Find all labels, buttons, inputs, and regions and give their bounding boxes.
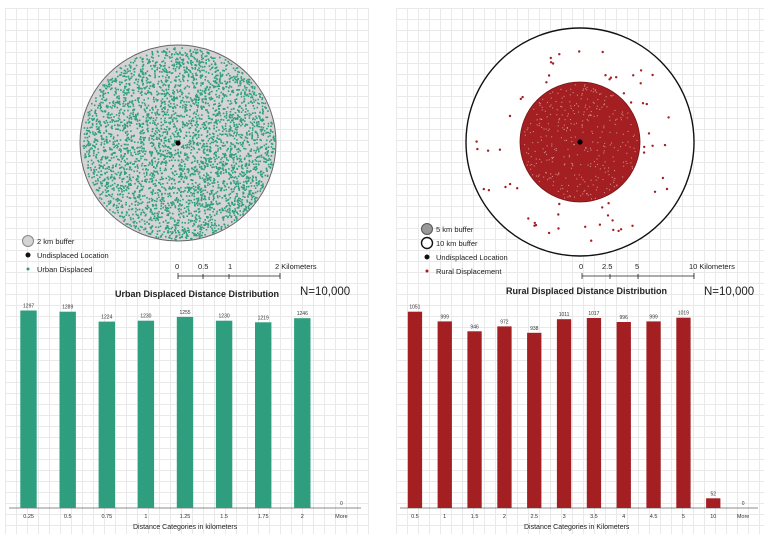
bar-value-label: 1224 bbox=[101, 315, 112, 321]
bar-value-label: 1297 bbox=[23, 304, 34, 310]
x-tick-label: 0.5 bbox=[411, 514, 419, 520]
bar bbox=[216, 321, 232, 508]
bar-value-label: 1051 bbox=[409, 305, 420, 311]
x-tick-label: 1 bbox=[144, 514, 147, 520]
bar-value-label: 52 bbox=[711, 491, 717, 497]
x-tick-label: 1.5 bbox=[471, 514, 479, 520]
bar-value-label: 1255 bbox=[179, 310, 190, 316]
bar bbox=[20, 311, 36, 509]
bar bbox=[646, 321, 660, 508]
x-tick-label: 2.5 bbox=[530, 514, 538, 520]
rural-bar-chart: 1051 0.5 999 1 946 1.5 972 2 938 2.5 1011 3 1017 3.5 9… bbox=[396, 8, 764, 534]
bar-value-label: 946 bbox=[470, 324, 479, 330]
x-tick-label: 1.5 bbox=[220, 514, 228, 520]
x-tick-label: More bbox=[737, 514, 750, 520]
bar-value-label: 1219 bbox=[258, 315, 269, 321]
bar-value-label: 1289 bbox=[62, 305, 73, 311]
x-tick-label: 0.75 bbox=[101, 514, 112, 520]
bar-value-label: 938 bbox=[530, 326, 539, 332]
x-tick-label: 1.25 bbox=[180, 514, 191, 520]
bar-value-label: 1246 bbox=[297, 311, 308, 317]
bar bbox=[467, 331, 481, 508]
bar-value-label: 0 bbox=[340, 501, 343, 507]
bar bbox=[255, 322, 271, 508]
x-tick-label: 3 bbox=[563, 514, 566, 520]
x-tick-label: 0.5 bbox=[64, 514, 72, 520]
bar bbox=[408, 312, 422, 508]
bar bbox=[438, 321, 452, 508]
bar bbox=[138, 321, 154, 508]
bar bbox=[99, 322, 115, 508]
bar bbox=[676, 318, 690, 508]
x-tick-label: 4.5 bbox=[650, 514, 658, 520]
bar-value-label: 1019 bbox=[678, 311, 689, 317]
bar-value-label: 972 bbox=[500, 319, 509, 325]
x-tick-label: More bbox=[335, 514, 348, 520]
bar bbox=[497, 326, 511, 508]
bar-value-label: 1011 bbox=[559, 312, 570, 318]
x-tick-label: 3.5 bbox=[590, 514, 598, 520]
bar bbox=[557, 319, 571, 508]
x-tick-label: 5 bbox=[682, 514, 685, 520]
urban-x-axis-label: Distance Categories in kilometers bbox=[133, 524, 237, 531]
bar-value-label: 996 bbox=[620, 315, 629, 321]
bar bbox=[706, 498, 720, 508]
x-tick-label: 0.25 bbox=[23, 514, 34, 520]
bar bbox=[617, 322, 631, 508]
x-tick-label: 10 bbox=[710, 514, 716, 520]
x-tick-label: 2 bbox=[503, 514, 506, 520]
urban-bar-chart: 1297 0.25 1289 0.5 1224 0.75 1230 1 1255 1.25 1230… bbox=[5, 8, 369, 534]
rural-panel: 5 km buffer 10 km buffer Undisplaced Loc… bbox=[396, 8, 764, 534]
bar bbox=[177, 317, 193, 508]
bar bbox=[527, 333, 541, 508]
x-tick-label: 4 bbox=[622, 514, 625, 520]
bar bbox=[294, 318, 310, 508]
bar-value-label: 1230 bbox=[219, 314, 230, 320]
bar-value-label: 1230 bbox=[140, 314, 151, 320]
bar-value-label: 0 bbox=[742, 501, 745, 507]
x-tick-label: 1.75 bbox=[258, 514, 269, 520]
bar bbox=[60, 312, 76, 508]
bar-value-label: 999 bbox=[441, 314, 450, 320]
bar-value-label: 1017 bbox=[588, 311, 599, 317]
bar-value-label: 999 bbox=[649, 314, 658, 320]
x-tick-label: 1 bbox=[443, 514, 446, 520]
urban-panel: 2 km buffer Undisplaced Location Urban D… bbox=[5, 8, 369, 534]
rural-x-axis-label: Distance Categories in Kilometers bbox=[524, 524, 629, 531]
bar bbox=[587, 318, 601, 508]
x-tick-label: 2 bbox=[301, 514, 304, 520]
